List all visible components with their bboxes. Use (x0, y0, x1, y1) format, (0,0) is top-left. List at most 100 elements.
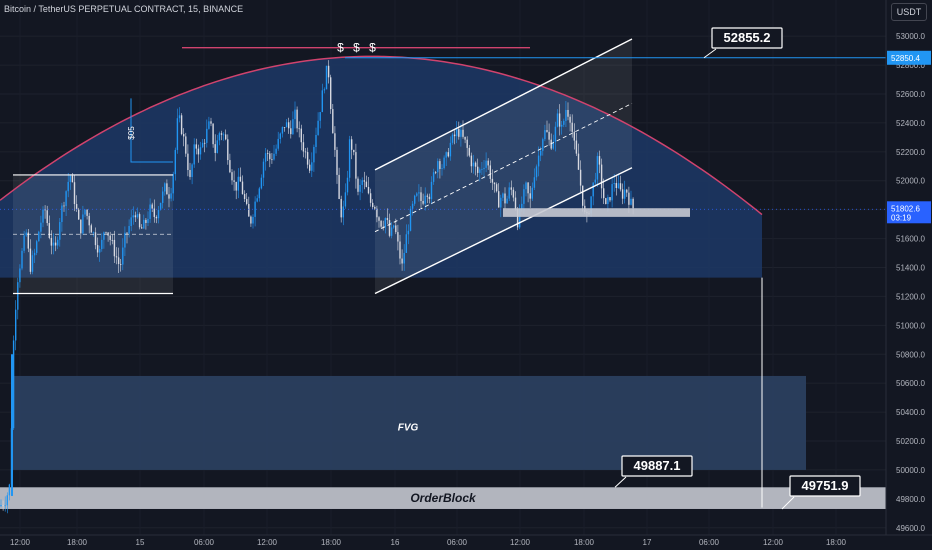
candle-body (126, 232, 128, 234)
candle-body (340, 199, 342, 218)
candle-body (80, 219, 82, 234)
candle-body (468, 147, 470, 156)
price-axis[interactable]: 49600.0 49800.0 50000.0 50200.0 50400.0 50600… (885, 0, 932, 550)
target-price-badge-text: 52850.4 (891, 54, 920, 63)
candle-body (59, 222, 61, 240)
candle-body (426, 195, 428, 197)
candle-body (342, 206, 344, 218)
candle-body (300, 128, 302, 143)
price-tick-label: 52600.0 (896, 90, 925, 99)
candle-body (399, 241, 401, 259)
impulse-candle (11, 354, 13, 496)
price-tick-label: 51600.0 (896, 235, 925, 244)
candle-body (23, 235, 25, 251)
candle-body (544, 130, 546, 140)
candle-body (420, 192, 422, 201)
candle-body (428, 196, 431, 200)
candle-body (86, 209, 88, 216)
candle-body (344, 192, 347, 207)
candle-body (50, 237, 53, 246)
candle-body (533, 177, 536, 188)
candle-body (527, 182, 529, 194)
candle-body (617, 183, 620, 189)
candle-body (470, 155, 473, 167)
candle-body (493, 182, 496, 185)
candle-body (229, 160, 231, 173)
current-price-text: 51802.6 (891, 204, 920, 213)
candle-body (292, 119, 294, 135)
candle-body (33, 252, 36, 256)
candle-body (162, 191, 164, 203)
candle-body (189, 169, 191, 177)
candle-body (485, 160, 487, 168)
currency-button[interactable]: USDT (891, 3, 927, 21)
candle-body (575, 140, 578, 154)
candle-body (365, 181, 368, 187)
candle-body (271, 159, 273, 161)
candle-body (151, 204, 153, 209)
candle-body (607, 197, 609, 205)
candle-body (248, 203, 250, 217)
candle-body (558, 113, 561, 127)
candle-body (227, 139, 229, 161)
candle-body (166, 183, 168, 195)
candle-body (61, 205, 63, 223)
candle-body (82, 214, 84, 234)
candle-body (590, 196, 592, 214)
candle-body (603, 188, 605, 199)
candle-body (290, 128, 292, 135)
support-bar (503, 208, 690, 217)
candle-body (500, 197, 502, 208)
candle-body (283, 127, 286, 128)
candle-body (453, 134, 456, 137)
candle-body (336, 149, 338, 175)
price-axis-bg (886, 0, 932, 550)
candle-body (325, 65, 328, 90)
candle-body (155, 216, 158, 219)
candle-body (327, 65, 330, 78)
candle-body (451, 134, 454, 143)
candle-body (262, 161, 265, 178)
candle-body (565, 109, 567, 121)
candle-body (506, 198, 508, 204)
time-tick-label: 06:00 (447, 538, 468, 547)
time-tick-label: 06:00 (699, 538, 720, 547)
candle-body (621, 189, 624, 199)
time-tick-label: 12:00 (10, 538, 31, 547)
candle-body (384, 218, 386, 228)
time-axis[interactable]: 12:00 18:00 15 06:00 12:00 18:00 16 06:00 12:00 1… (0, 534, 932, 547)
price-tick-label: 51200.0 (896, 292, 925, 301)
candle-body (54, 242, 57, 246)
candle-body (414, 195, 416, 204)
candle-body (120, 263, 122, 265)
candle-body (361, 180, 363, 185)
candle-body (208, 121, 210, 129)
low-target-callout-pointer (781, 496, 795, 510)
candle-body (174, 149, 176, 175)
candle-body (246, 198, 248, 204)
candle-body (460, 129, 462, 137)
candle-body (164, 183, 166, 192)
countdown-text: 03:19 (891, 213, 912, 222)
channel-mid-line (374, 102, 633, 233)
price-tick-label: 51400.0 (896, 264, 925, 273)
candle-body (363, 180, 365, 182)
candle-body (619, 183, 622, 190)
candle-body (395, 225, 397, 233)
candle-body (512, 189, 515, 198)
price-tick-label: 52800.0 (896, 61, 925, 70)
candle-body (46, 210, 48, 224)
candle-body (456, 129, 458, 137)
candle-body (464, 136, 466, 140)
candle-body (197, 148, 200, 155)
candle-body (94, 232, 97, 246)
candle-body (178, 115, 181, 119)
candle-body (168, 194, 170, 199)
time-tick-label: 16 (391, 538, 400, 547)
candle-body (302, 142, 305, 152)
candle-body (172, 174, 174, 194)
candle-body (514, 197, 517, 210)
candle-body (233, 180, 235, 182)
candle-body (260, 177, 263, 189)
